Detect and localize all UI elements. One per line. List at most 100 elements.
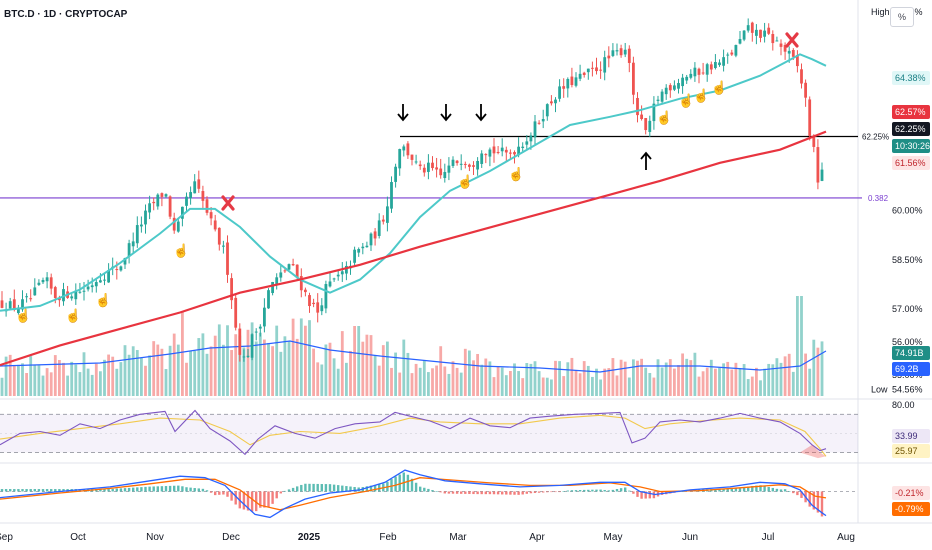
candle (705, 64, 709, 75)
volume-bar (550, 379, 553, 396)
volume-bar (340, 331, 344, 396)
candle (701, 72, 705, 74)
candle (140, 224, 143, 227)
candle (86, 286, 90, 290)
macd-histogram-bar (21, 489, 24, 492)
macd-histogram-bar (779, 489, 783, 492)
candle (176, 221, 180, 232)
macd-histogram-bar (287, 489, 291, 492)
volume-bar (750, 376, 754, 396)
percent-scale-button[interactable]: % (890, 7, 914, 27)
badge-background (892, 71, 930, 85)
macd-histogram-bar (788, 491, 791, 492)
price-axis[interactable]: 66.03%64.00%60.00%58.50%57.00%56.00%55.0… (871, 7, 930, 516)
volume-bar (185, 362, 188, 396)
volume-bar (545, 377, 549, 396)
candle (476, 160, 479, 170)
macd-histogram-bar (140, 487, 143, 492)
volume-bar (357, 326, 361, 396)
macd-histogram-bar (771, 487, 774, 492)
candle (0, 300, 4, 308)
macd-histogram-bar (492, 491, 496, 495)
volume-bar (681, 353, 684, 396)
volume-bar (554, 360, 557, 396)
macd-histogram-bar (4, 489, 8, 492)
volume-bar (70, 361, 74, 396)
rsi-oversold-fill (800, 444, 826, 459)
candle (603, 57, 607, 73)
candle (189, 192, 192, 199)
macd-histogram-bar (37, 489, 41, 492)
candle (632, 62, 635, 95)
volume-bar (345, 362, 348, 396)
hand-pointer-icon: ☝ (173, 242, 189, 259)
candle (25, 296, 28, 298)
volume-bar (410, 373, 414, 396)
macd-histogram-bar (25, 489, 28, 492)
candle (554, 99, 557, 104)
macd-histogram-bar (537, 491, 541, 493)
macd-histogram-bar (136, 487, 139, 492)
candle (135, 225, 139, 244)
volume-bar (82, 352, 86, 396)
candle (742, 30, 746, 40)
candle (664, 87, 668, 95)
volume-bar (742, 364, 746, 396)
candle (373, 231, 377, 239)
volume-bar (349, 350, 352, 396)
macd-histogram-bar (783, 489, 787, 492)
candle (172, 217, 176, 231)
candle (365, 245, 369, 248)
candle (353, 249, 356, 263)
volume-bar (209, 346, 213, 396)
volume-bar (709, 359, 713, 396)
macd-histogram-bar (115, 488, 118, 492)
volume-bar (804, 353, 807, 396)
volume-bar (320, 364, 324, 396)
volume-bar (144, 365, 147, 396)
candle (570, 76, 574, 86)
macd-histogram-bar (767, 487, 770, 492)
volume-bar (353, 326, 356, 396)
macd-histogram-bar (222, 491, 225, 495)
macd-histogram-bar (513, 491, 516, 495)
volume-bar (820, 341, 824, 396)
candle (656, 99, 660, 101)
volume-bar (365, 334, 369, 396)
volume-bar (607, 368, 611, 396)
candle (779, 43, 783, 47)
volume-bar (78, 372, 82, 396)
volume-bar (783, 356, 787, 396)
macd-histogram-bar (464, 491, 467, 494)
candle (615, 50, 619, 52)
candle (640, 114, 643, 120)
candle (586, 68, 590, 73)
time-axis[interactable]: Sep Oct Nov Dec 2025 Feb Mar Apr May Jun Jul Aug (0, 532, 855, 543)
macd-histogram-bar (554, 491, 557, 493)
price-tick-label: 56.00% (892, 337, 923, 347)
volume-bar (767, 363, 771, 396)
candle (439, 168, 443, 176)
volume-bar (316, 362, 320, 396)
volume-bar (66, 375, 69, 396)
candle (37, 282, 41, 285)
volume-bar (668, 359, 672, 396)
volume-bar (131, 346, 135, 396)
volume-bar (304, 325, 307, 396)
macd-histogram-bar (218, 491, 221, 495)
macd-line (0, 469, 827, 519)
symbol-title[interactable]: BTC.D · 1D · CRYPTOCAP (4, 9, 128, 20)
volume-bar (418, 367, 422, 396)
volume-bar (291, 318, 295, 396)
macd-histogram-bar (209, 491, 213, 493)
volume-bar (496, 366, 500, 396)
hand-pointer-icon: ☝ (656, 109, 672, 126)
volume-bar (156, 344, 160, 396)
price-badge: 62.57% (892, 105, 930, 119)
volume-bar (160, 348, 164, 396)
volume-bar (595, 368, 598, 396)
candle (197, 179, 201, 189)
candle (369, 233, 373, 246)
candle (652, 103, 656, 122)
